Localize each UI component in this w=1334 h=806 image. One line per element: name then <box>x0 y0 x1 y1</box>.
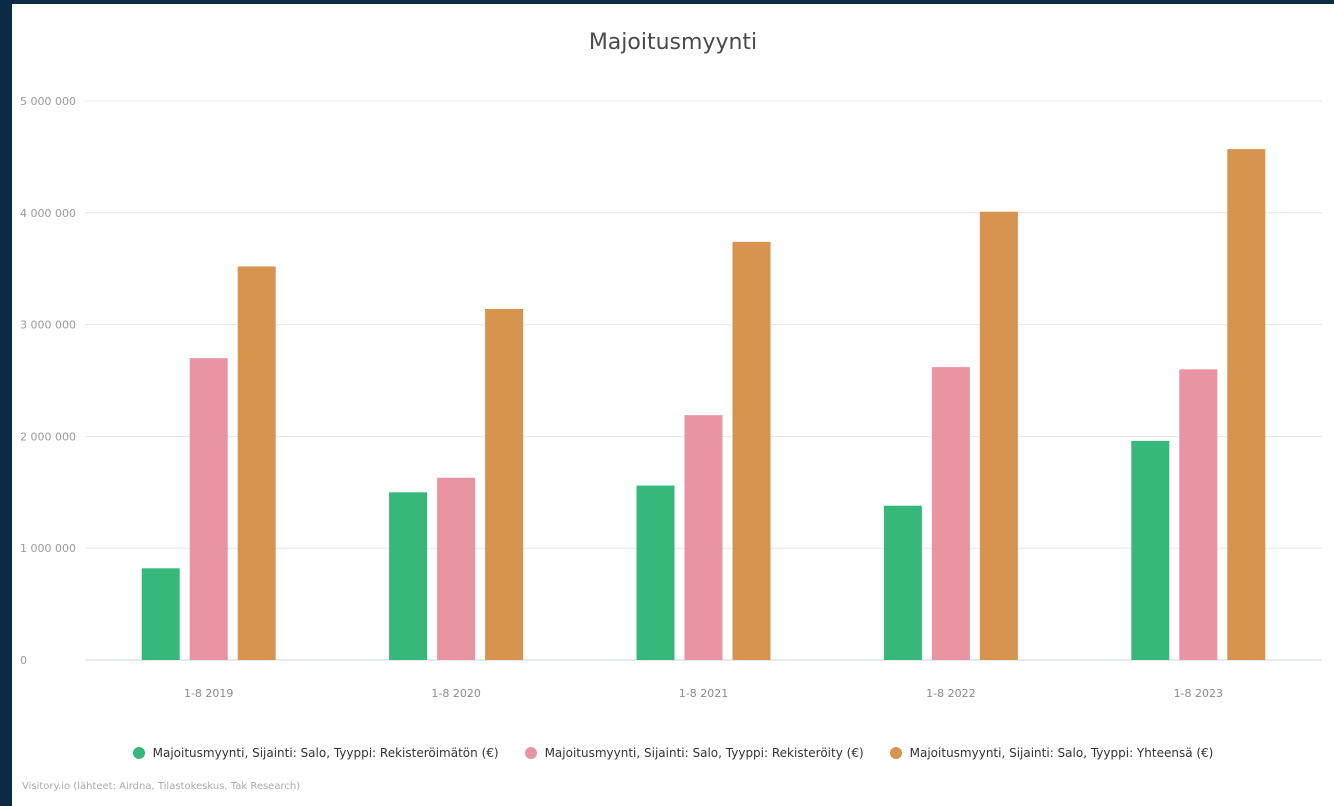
legend-label-yhteensa: Majoitusmyynti, Sijainti: Salo, Tyyppi: … <box>909 746 1214 760</box>
bar <box>237 266 276 660</box>
source-note: Visitory.io (lähteet: Airdna, Tilastokes… <box>22 781 301 792</box>
legend-swatch-rekisteroimaton <box>132 747 145 759</box>
x-tick-label: 1-8 2022 <box>926 687 975 700</box>
bar <box>1131 440 1170 660</box>
y-tick-label: 0 <box>20 654 27 667</box>
legend-item-rekisteroimaton[interactable]: Majoitusmyynti, Sijainti: Salo, Tyyppi: … <box>132 746 499 760</box>
bar <box>684 415 723 660</box>
bar <box>389 492 428 660</box>
x-tick-label: 1-8 2023 <box>1174 687 1223 700</box>
bar <box>931 367 970 660</box>
bar <box>1179 369 1218 660</box>
y-tick-label: 3 000 000 <box>20 319 76 332</box>
bar <box>979 211 1018 660</box>
legend-label-rekisteroity: Majoitusmyynti, Sijainti: Salo, Tyyppi: … <box>544 746 864 760</box>
x-tick-label: 1-8 2021 <box>679 687 728 700</box>
legend-swatch-rekisteroity <box>524 747 537 759</box>
legend-item-rekisteroity[interactable]: Majoitusmyynti, Sijainti: Salo, Tyyppi: … <box>524 746 864 760</box>
chart-panel: Majoitusmyynti 0 1 000 000 2 000 000 3 000 … <box>12 4 1334 806</box>
bar <box>1227 149 1266 660</box>
y-tick-label: 2 000 000 <box>20 430 76 443</box>
bar <box>189 358 228 660</box>
bar <box>141 568 180 660</box>
legend-item-yhteensa[interactable]: Majoitusmyynti, Sijainti: Salo, Tyyppi: … <box>889 746 1214 760</box>
legend-swatch-yhteensa <box>889 747 902 759</box>
chart-title: Majoitusmyynti <box>588 30 758 55</box>
bar-chart: 0 1 000 000 2 000 000 3 000 000 4 000 000 5 0… <box>20 95 1322 700</box>
legend: Majoitusmyynti, Sijainti: Salo, Tyyppi: … <box>12 746 1334 760</box>
x-tick-label: 1-8 2019 <box>184 687 233 700</box>
legend-label-rekisteroimaton: Majoitusmyynti, Sijainti: Salo, Tyyppi: … <box>152 746 499 760</box>
y-tick-label: 4 000 000 <box>20 207 76 220</box>
bar <box>732 241 771 661</box>
y-tick-label: 5 000 000 <box>20 95 76 108</box>
bar <box>485 308 524 660</box>
bar <box>636 485 675 660</box>
bar <box>883 505 922 660</box>
x-tick-label: 1-8 2020 <box>431 687 480 700</box>
y-tick-label: 1 000 000 <box>20 542 76 555</box>
bar <box>437 477 476 660</box>
